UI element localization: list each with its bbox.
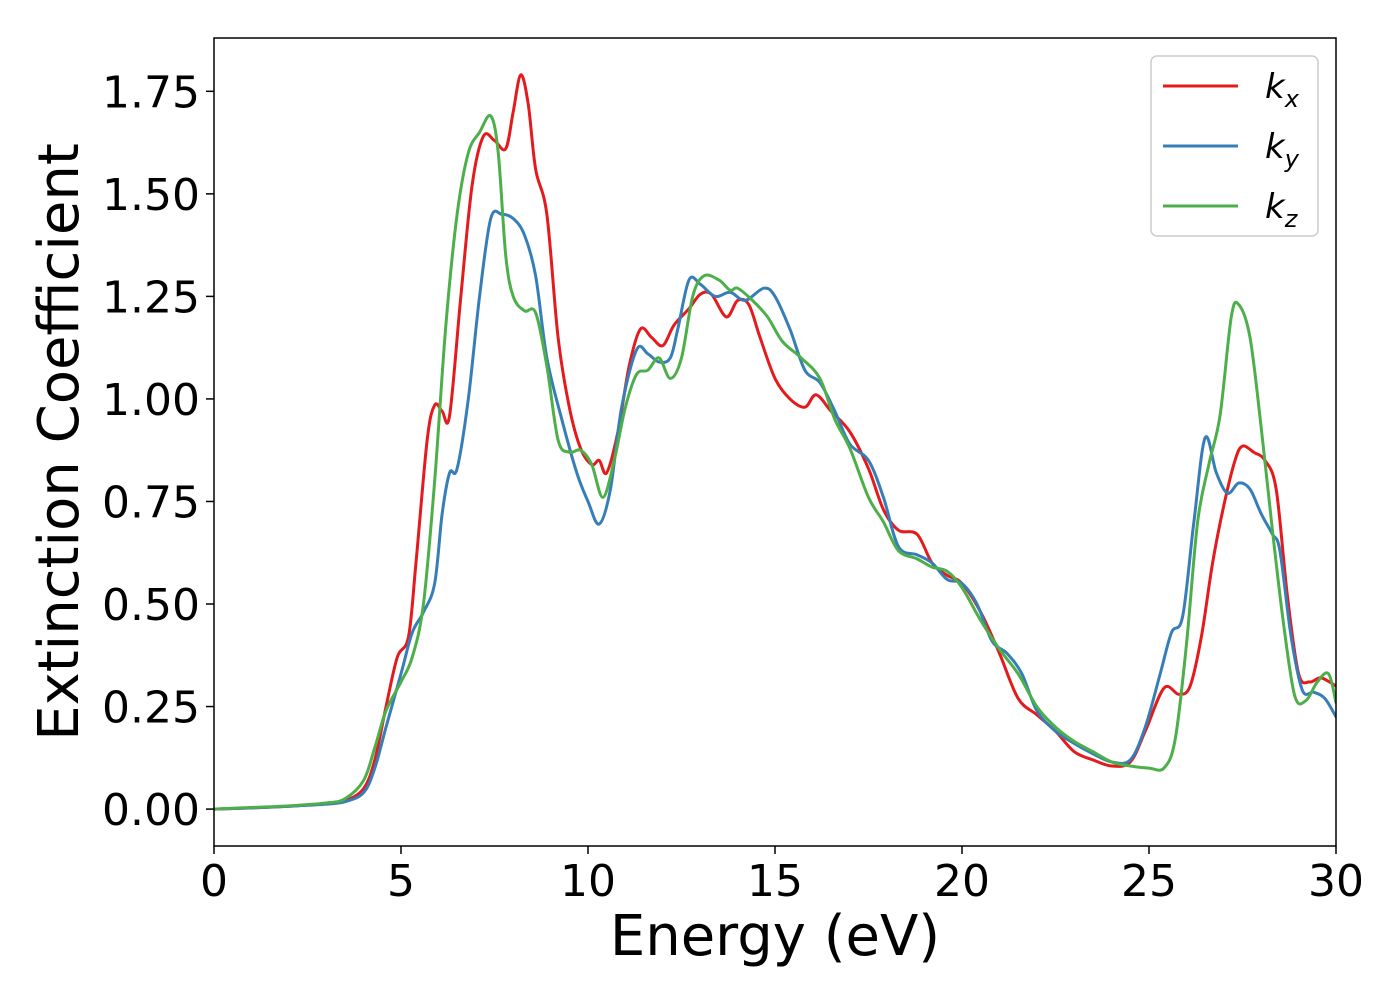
x-tick-label: 20 [934, 856, 990, 907]
x-tick-label: 0 [200, 856, 228, 907]
x-tick-label: 25 [1121, 856, 1177, 907]
legend-label-kx: kx [1265, 67, 1300, 113]
y-tick-label: 1.25 [102, 272, 200, 323]
legend-label-subscript: y [1284, 145, 1300, 173]
series-line-ky [214, 209, 1336, 811]
y-tick-label: 0.50 [102, 580, 200, 631]
y-tick-label: 0.75 [102, 477, 200, 528]
y-tick-label: 1.00 [102, 375, 200, 426]
legend-label-base: k [1265, 127, 1286, 167]
x-tick-label: 15 [747, 856, 803, 907]
y-tick-label: 1.50 [102, 170, 200, 221]
legend-label-ky: ky [1265, 127, 1300, 173]
legend-label-base: k [1265, 67, 1286, 107]
x-axis: 0 5 10 15 20 25 30 [200, 846, 1364, 907]
y-tick-label: 0.00 [102, 785, 200, 836]
y-tick-label: 0.25 [102, 683, 200, 734]
legend-label-kz: kz [1265, 187, 1299, 233]
y-axis: 0.00 0.25 0.50 0.75 1.00 1.25 1.50 1.75 [102, 67, 214, 836]
legend-label-base: k [1265, 187, 1286, 227]
legend-label-subscript: x [1284, 85, 1300, 113]
y-axis-title: Extinction Coefficient [27, 143, 92, 741]
series-line-kz [214, 113, 1336, 811]
legend-label-subscript: z [1284, 205, 1299, 233]
series-layer [214, 73, 1336, 811]
x-axis-title: Energy (eV) [610, 904, 940, 969]
x-tick-label: 10 [560, 856, 616, 907]
series-line-kx [214, 73, 1336, 811]
x-tick-label: 30 [1308, 856, 1364, 907]
x-tick-label: 5 [387, 856, 415, 907]
y-tick-label: 1.75 [102, 67, 200, 118]
